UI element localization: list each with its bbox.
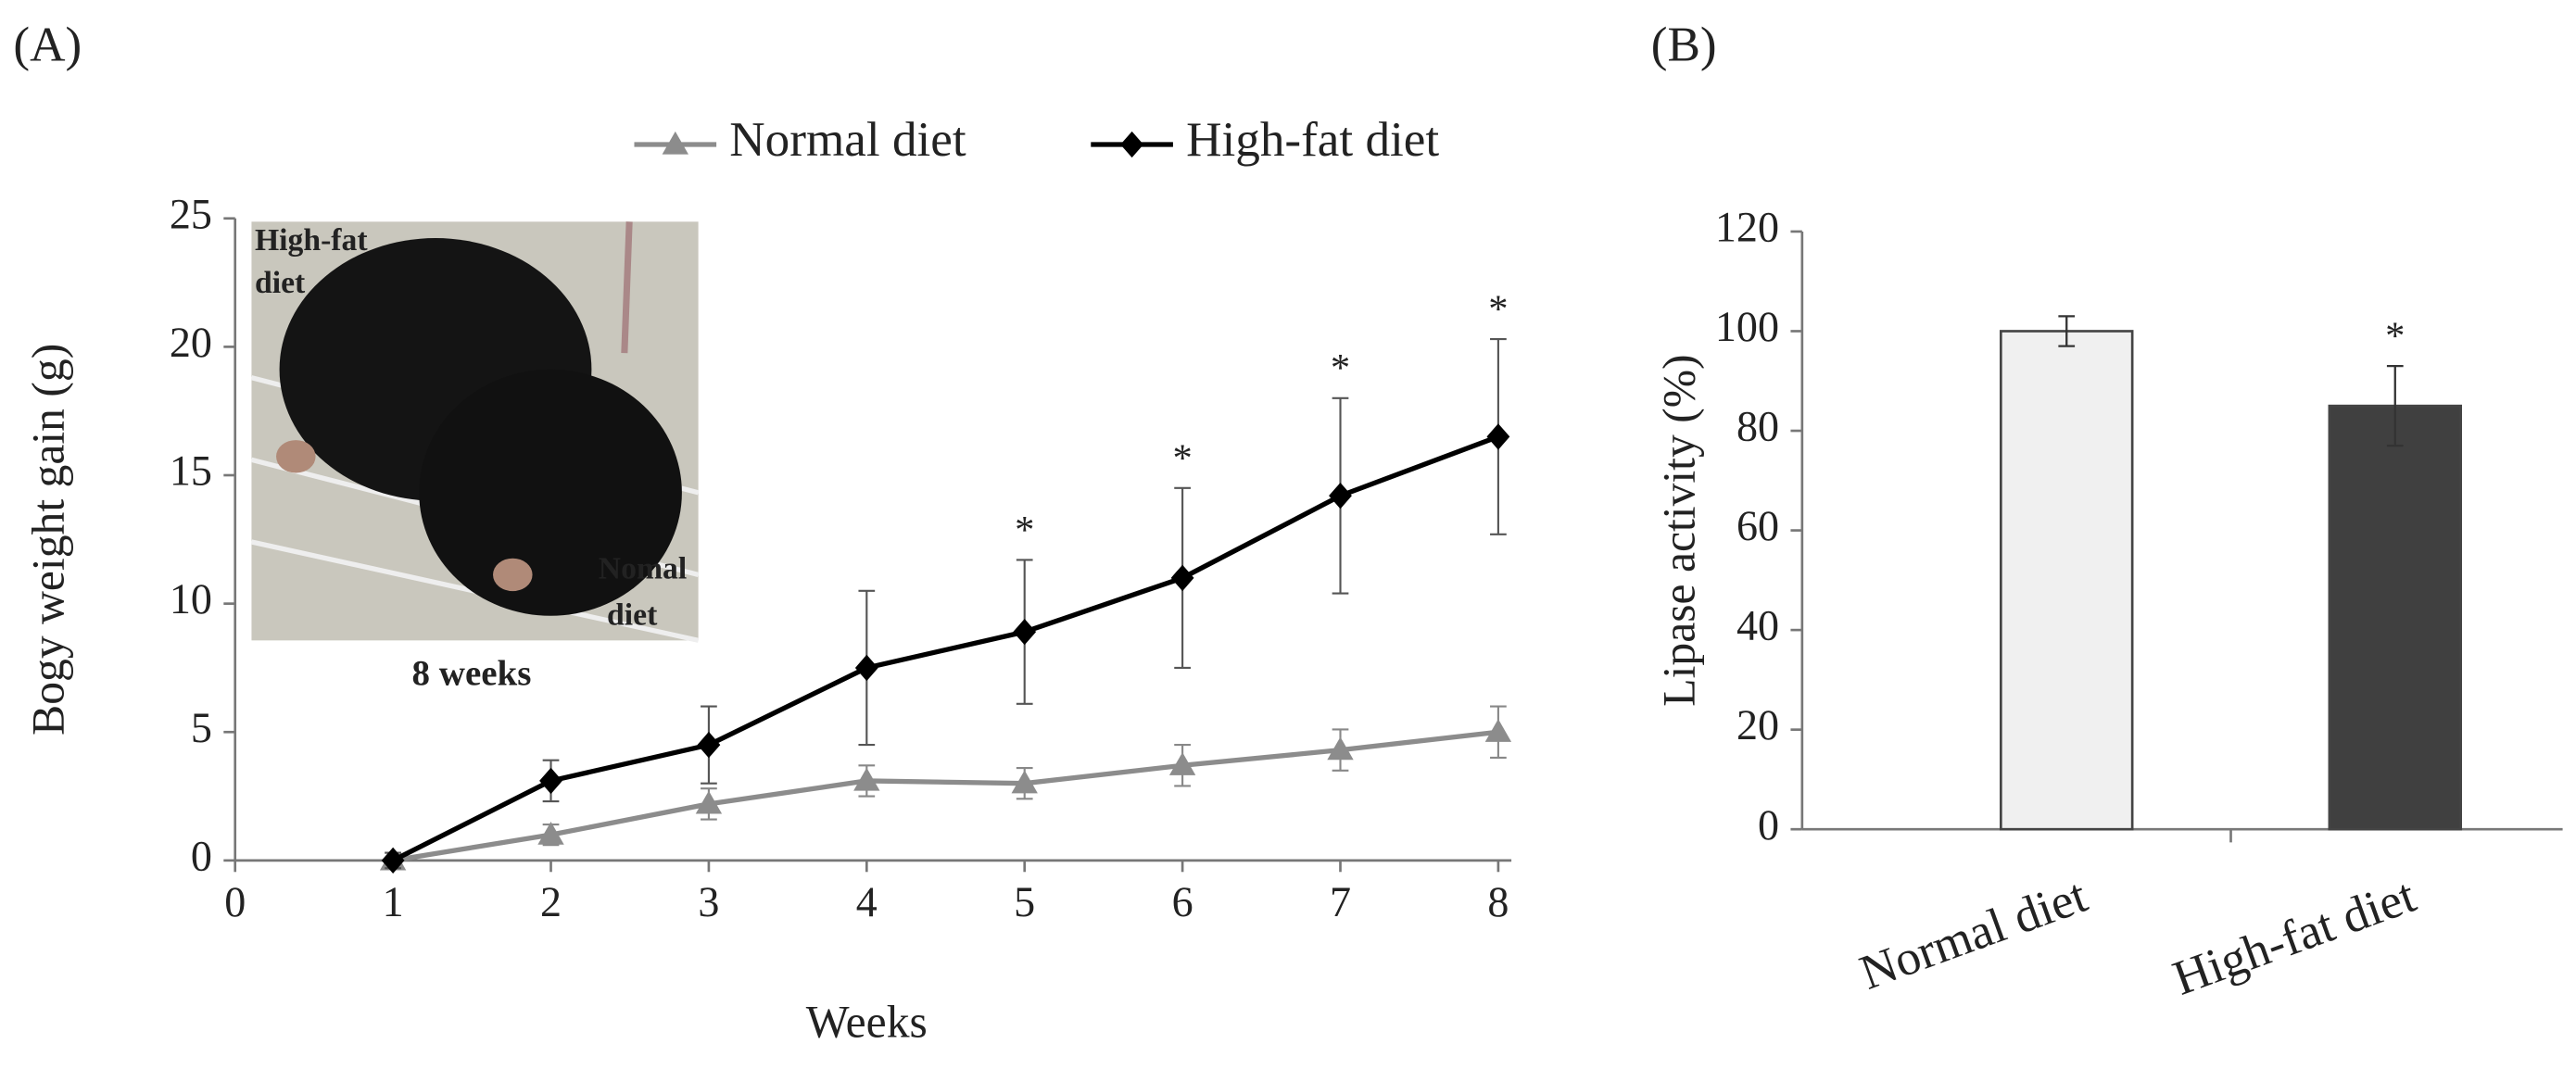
significance-mark: * (1172, 436, 1192, 480)
y-tick-label: 5 (191, 704, 212, 751)
x-tick-label: 7 (1330, 878, 1351, 925)
error-bar (2058, 315, 2076, 347)
x-tick-label: 6 (1172, 878, 1193, 925)
y-tick-label: 0 (1758, 801, 1779, 849)
x-tick-label: 2 (540, 878, 562, 925)
inset-label: diet (607, 597, 658, 632)
significance-mark: * (1331, 346, 1350, 390)
y-tick-label: 80 (1736, 403, 1779, 450)
x-tick-label: High-fat diet (2166, 868, 2423, 1006)
marker (695, 790, 723, 814)
series-line (391, 434, 1499, 863)
significance-mark: * (2385, 315, 2405, 358)
marker (1168, 752, 1196, 775)
error-bar (2386, 364, 2404, 447)
y-tick-label: 100 (1715, 303, 1779, 350)
inset-caption: 8 weeks (412, 653, 532, 693)
marker (1329, 483, 1352, 509)
x-tick-label: 4 (856, 878, 878, 925)
x-tick-label: 3 (698, 878, 719, 925)
legend-label: High-fat diet (1186, 112, 1439, 167)
x-tick-label: 0 (224, 878, 246, 925)
inset-label: Nomal (599, 552, 687, 586)
legend-marker (662, 131, 688, 155)
panel-label: (A) (13, 17, 82, 71)
y-tick-label: 40 (1736, 602, 1779, 649)
legend-marker (1120, 131, 1144, 158)
y-tick-label: 60 (1736, 502, 1779, 549)
marker (1327, 736, 1354, 761)
panel-label: (B) (1651, 17, 1717, 71)
marker (1011, 770, 1038, 794)
marker (1486, 423, 1510, 450)
y-axis-label: Lipase activity (%) (1654, 354, 1705, 706)
marker (854, 654, 878, 682)
significance-mark: * (1488, 287, 1508, 331)
y-axis-label: Bogy weight gain (g) (22, 344, 73, 736)
marker (539, 767, 562, 795)
x-tick-label: 5 (1014, 878, 1035, 925)
y-tick-label: 10 (170, 575, 212, 623)
x-axis-label: Weeks (806, 996, 928, 1047)
x-tick-label: 8 (1487, 878, 1509, 925)
bar (2000, 330, 2134, 831)
x-tick-label: Normal diet (1853, 868, 2094, 1000)
series-line (392, 729, 1499, 863)
inset-label: High-fat (255, 223, 368, 258)
marker (1170, 564, 1194, 592)
legend-label: Normal diet (729, 112, 966, 167)
photo-inset (250, 221, 700, 643)
y-tick-label: 25 (170, 190, 212, 237)
marker (1484, 719, 1512, 742)
x-tick-label: 1 (383, 878, 404, 925)
inset-label: diet (255, 266, 306, 300)
marker (537, 821, 564, 845)
y-tick-label: 15 (170, 447, 212, 495)
bar (2328, 404, 2463, 831)
marker (853, 767, 880, 791)
y-tick-label: 0 (191, 832, 212, 879)
marker (1013, 618, 1037, 646)
y-tick-label: 20 (1736, 701, 1779, 748)
y-tick-label: 120 (1715, 204, 1779, 251)
marker (697, 731, 721, 759)
y-tick-label: 20 (170, 319, 212, 366)
significance-mark: * (1015, 509, 1034, 552)
